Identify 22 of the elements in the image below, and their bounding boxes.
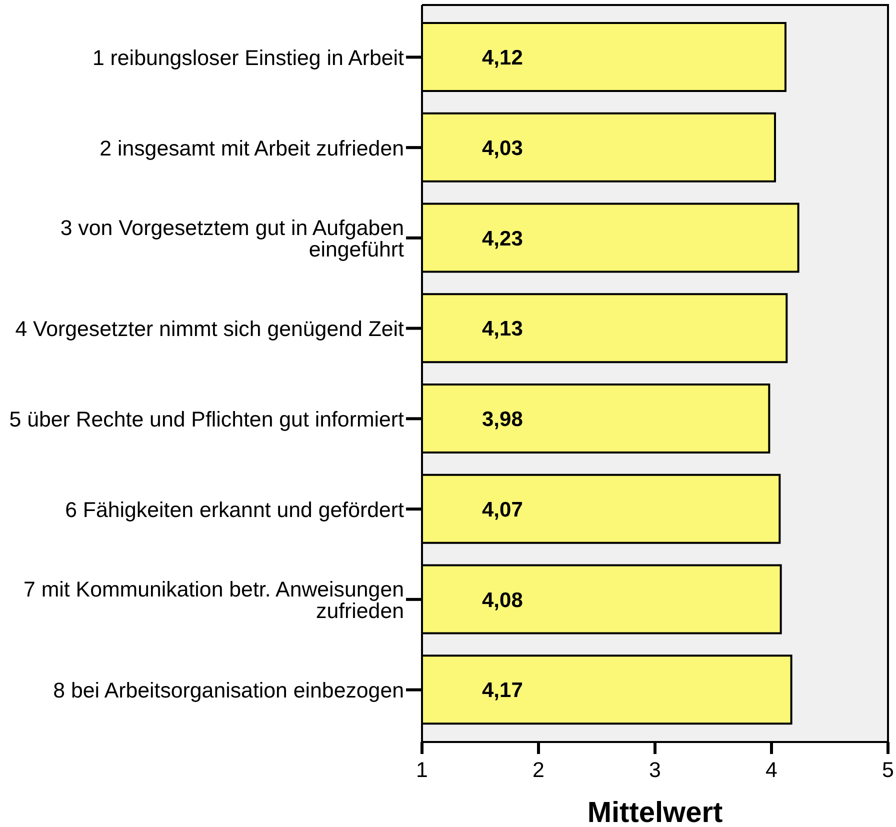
data-label: 4,17 [482,679,523,702]
x-tick-label: 5 [882,758,894,782]
data-label: 4,03 [482,136,523,160]
y-tick-label: 8 bei Arbeitsorganisation einbezogen [53,678,404,703]
data-label: 4,13 [482,318,523,341]
y-tick-label: 6 Fähigkeiten erkannt und gefördert [65,498,404,522]
data-label: 4,07 [482,498,523,522]
y-tick-label: 3 von Vorgesetztem gut in Aufgaben eingeführt [60,216,404,262]
y-tick-label: 1 reibungsloser Einstieg in Arbeit [92,46,404,70]
y-tick-label: 4 Vorgesetzter nimmt sich genügend Zeit [15,317,404,342]
x-tick-label: 1 [416,758,428,782]
y-tick-label: 2 insgesamt mit Arbeit zufrieden [100,136,404,160]
y-tick-label: 5 über Rechte und Pflichten gut informiert [9,407,404,432]
y-tick-label: 7 mit Kommunikation betr. Anweisungen zufrieden [24,577,404,623]
x-tick-label: 4 [766,758,778,782]
data-label: 4,23 [482,227,523,250]
x-axis-title: Mittelwert [587,797,724,827]
x-tick-label: 2 [532,758,544,782]
data-label: 4,08 [482,588,524,612]
data-label: 3,98 [482,408,524,432]
data-label: 4,12 [482,46,523,70]
x-tick-label: 3 [649,758,661,782]
